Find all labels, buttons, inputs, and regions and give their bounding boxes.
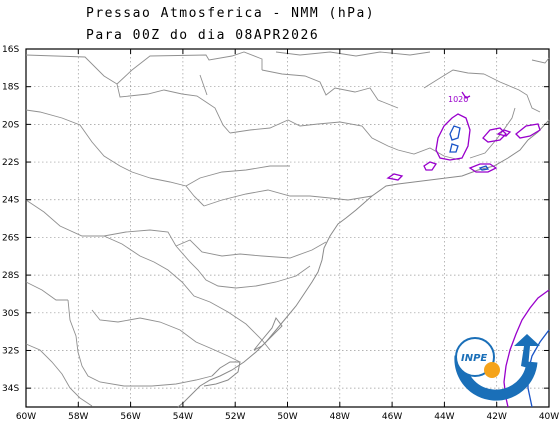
logo-circle [455,337,495,377]
lon-tick-label: 42W [487,412,507,422]
border-path [483,73,541,113]
isobar-contour [435,113,471,161]
border-path [229,119,461,161]
border-path [25,54,231,134]
lon-tick-label: 60W [16,412,36,422]
border-path [91,309,241,363]
lon-tick-label: 54W [173,412,193,422]
isobar-contour [449,125,461,141]
map-title: Pressao Atmosferica - NMM (hPa) [86,6,376,21]
isobar-contour [496,129,512,137]
lat-tick-label: 18S [2,83,19,93]
lat-tick-label: 30S [2,309,19,319]
coast-path [203,361,241,387]
isobar-label: 1020 [448,95,468,104]
border-path [67,299,213,387]
border-path [103,235,271,351]
lat-tick-label: 16S [2,45,19,55]
isobar-contour [423,161,438,171]
map-subtitle: Para 00Z do dia 08APR2026 [86,28,320,43]
lagoon-path [253,316,283,351]
border-path [25,281,68,301]
border-path [275,51,431,57]
lat-tick-label: 28S [2,271,19,281]
isobar-contour [386,173,404,181]
inpe-logo: INPE [454,334,540,401]
lon-tick-label: 50W [277,412,297,422]
border-path [261,69,399,109]
isobar-contour [468,163,498,173]
lat-tick-label: 20S [2,120,19,130]
axis-ticks: 16S 18S 20S 22S 24S 26S 28S 30S 32S 34S 60W 58W 56W 5… [2,45,559,422]
border-path [116,51,263,85]
border-path [531,57,550,64]
lon-tick-label: 48W [330,412,350,422]
lat-lon-grid [26,49,549,407]
border-path [185,165,290,187]
logo-text: INPE [461,353,487,364]
lat-tick-label: 24S [2,196,19,206]
lon-tick-label: 56W [120,412,140,422]
isobar-contour [482,127,507,143]
isobar-contour [478,165,490,171]
isobar-contour [449,143,459,153]
isobar-contour [515,123,541,139]
border-path [199,74,208,96]
lon-tick-label: 44W [434,412,454,422]
border-path [423,69,485,89]
lat-tick-label: 32S [2,346,19,356]
lat-tick-label: 34S [2,384,19,394]
lon-tick-label: 52W [225,412,245,422]
isobar-contour [461,91,471,99]
lat-tick-label: 22S [2,158,19,168]
border-path [25,343,93,407]
logo-arrow [514,334,540,368]
lon-tick-label: 58W [68,412,88,422]
border-path [175,239,327,259]
lat-tick-label: 26S [2,233,19,243]
border-path [25,109,151,179]
border-path [203,189,373,207]
lon-tick-label: 46W [382,412,402,422]
lon-tick-label: 40W [539,412,559,422]
political-borders [25,51,550,407]
logo-sun [484,362,500,378]
border-path [175,245,311,289]
